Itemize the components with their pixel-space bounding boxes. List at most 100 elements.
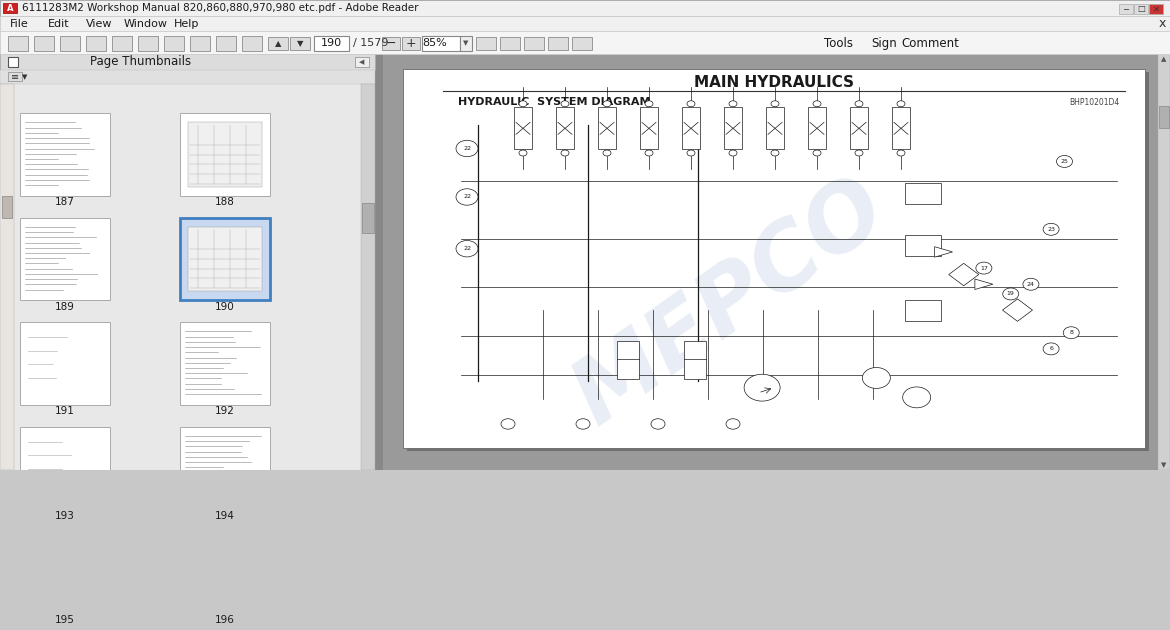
- Circle shape: [519, 150, 526, 156]
- Text: 25: 25: [1060, 159, 1068, 164]
- Polygon shape: [949, 263, 979, 286]
- Circle shape: [727, 419, 739, 429]
- Bar: [20, 323, 110, 404]
- Bar: [242, 36, 262, 51]
- Circle shape: [456, 189, 479, 205]
- Text: View: View: [87, 19, 112, 29]
- Text: Sign: Sign: [872, 37, 897, 50]
- Circle shape: [501, 419, 515, 429]
- Circle shape: [771, 150, 779, 156]
- Circle shape: [645, 150, 653, 156]
- Bar: [1159, 106, 1169, 129]
- Bar: [268, 37, 288, 50]
- Bar: [381, 37, 400, 50]
- Bar: [20, 218, 110, 300]
- Text: Comment: Comment: [901, 37, 959, 50]
- Circle shape: [744, 374, 780, 401]
- Circle shape: [862, 367, 890, 389]
- Text: ▼: ▼: [463, 40, 469, 46]
- Bar: [355, 57, 369, 67]
- Bar: [20, 427, 110, 509]
- Text: 17: 17: [980, 266, 987, 270]
- Text: 190: 190: [215, 302, 235, 312]
- Bar: [190, 36, 209, 51]
- Circle shape: [729, 150, 737, 156]
- Polygon shape: [1003, 299, 1032, 321]
- Bar: [572, 37, 592, 50]
- Text: 8: 8: [1069, 330, 1073, 335]
- Text: 23: 23: [1047, 227, 1055, 232]
- Bar: [112, 36, 132, 51]
- Text: File: File: [11, 19, 29, 29]
- Circle shape: [813, 101, 821, 106]
- Bar: [314, 36, 349, 51]
- Bar: [2, 195, 12, 218]
- Text: 22: 22: [463, 146, 472, 151]
- Bar: [402, 69, 1145, 448]
- Bar: [0, 54, 376, 470]
- Bar: [682, 108, 700, 149]
- Circle shape: [729, 101, 737, 106]
- Bar: [0, 84, 14, 470]
- Bar: [724, 108, 742, 149]
- Text: +: +: [406, 37, 417, 50]
- Text: 188: 188: [215, 197, 235, 207]
- Bar: [87, 36, 106, 51]
- Bar: [640, 108, 658, 149]
- Circle shape: [903, 387, 930, 408]
- Text: Tools: Tools: [824, 37, 853, 50]
- Text: 24: 24: [1027, 282, 1035, 287]
- Circle shape: [1064, 327, 1079, 339]
- Bar: [8, 72, 22, 81]
- Bar: [849, 108, 868, 149]
- Circle shape: [855, 101, 863, 106]
- Circle shape: [687, 150, 695, 156]
- Bar: [598, 108, 615, 149]
- Bar: [60, 36, 80, 51]
- Circle shape: [813, 150, 821, 156]
- Circle shape: [771, 101, 779, 106]
- Text: ▼: ▼: [22, 74, 28, 80]
- Text: ▲: ▲: [275, 39, 281, 48]
- Bar: [500, 37, 519, 50]
- Circle shape: [1003, 288, 1019, 300]
- Text: ▼: ▼: [297, 39, 303, 48]
- Text: 6111283M2 Workshop Manual 820,860,880,970,980 etc.pdf - Adobe Reader: 6111283M2 Workshop Manual 820,860,880,97…: [22, 3, 419, 13]
- Bar: [808, 108, 826, 149]
- Text: ◀: ◀: [359, 59, 365, 66]
- Text: 189: 189: [55, 302, 75, 312]
- Bar: [0, 54, 376, 70]
- Bar: [164, 36, 184, 51]
- Bar: [548, 37, 567, 50]
- Text: ✕: ✕: [1152, 4, 1159, 13]
- Text: HYDRAULIC  SYSTEM DIAGRAM: HYDRAULIC SYSTEM DIAGRAM: [457, 97, 651, 107]
- Circle shape: [645, 101, 653, 106]
- Bar: [1134, 4, 1148, 14]
- Bar: [188, 122, 262, 186]
- Bar: [0, 32, 1170, 54]
- Circle shape: [897, 150, 906, 156]
- Circle shape: [519, 101, 526, 106]
- Bar: [684, 341, 706, 379]
- Text: 191: 191: [55, 406, 75, 416]
- Bar: [180, 532, 270, 614]
- Bar: [8, 36, 28, 51]
- Bar: [402, 37, 420, 50]
- Text: MAIN HYDRAULICS: MAIN HYDRAULICS: [694, 76, 854, 90]
- Bar: [476, 37, 496, 50]
- Circle shape: [687, 101, 695, 106]
- Bar: [383, 54, 1170, 470]
- Text: Help: Help: [174, 19, 199, 29]
- Bar: [138, 36, 158, 51]
- Text: Edit: Edit: [48, 19, 70, 29]
- Bar: [34, 36, 54, 51]
- Text: ▲: ▲: [1162, 56, 1166, 62]
- Bar: [376, 54, 383, 470]
- Text: 6: 6: [1049, 346, 1053, 352]
- Text: ▼: ▼: [1162, 462, 1166, 468]
- Text: 193: 193: [55, 511, 75, 521]
- Circle shape: [1023, 278, 1039, 290]
- Text: Page Thumbnails: Page Thumbnails: [90, 55, 191, 69]
- Bar: [188, 227, 262, 291]
- Circle shape: [560, 101, 569, 106]
